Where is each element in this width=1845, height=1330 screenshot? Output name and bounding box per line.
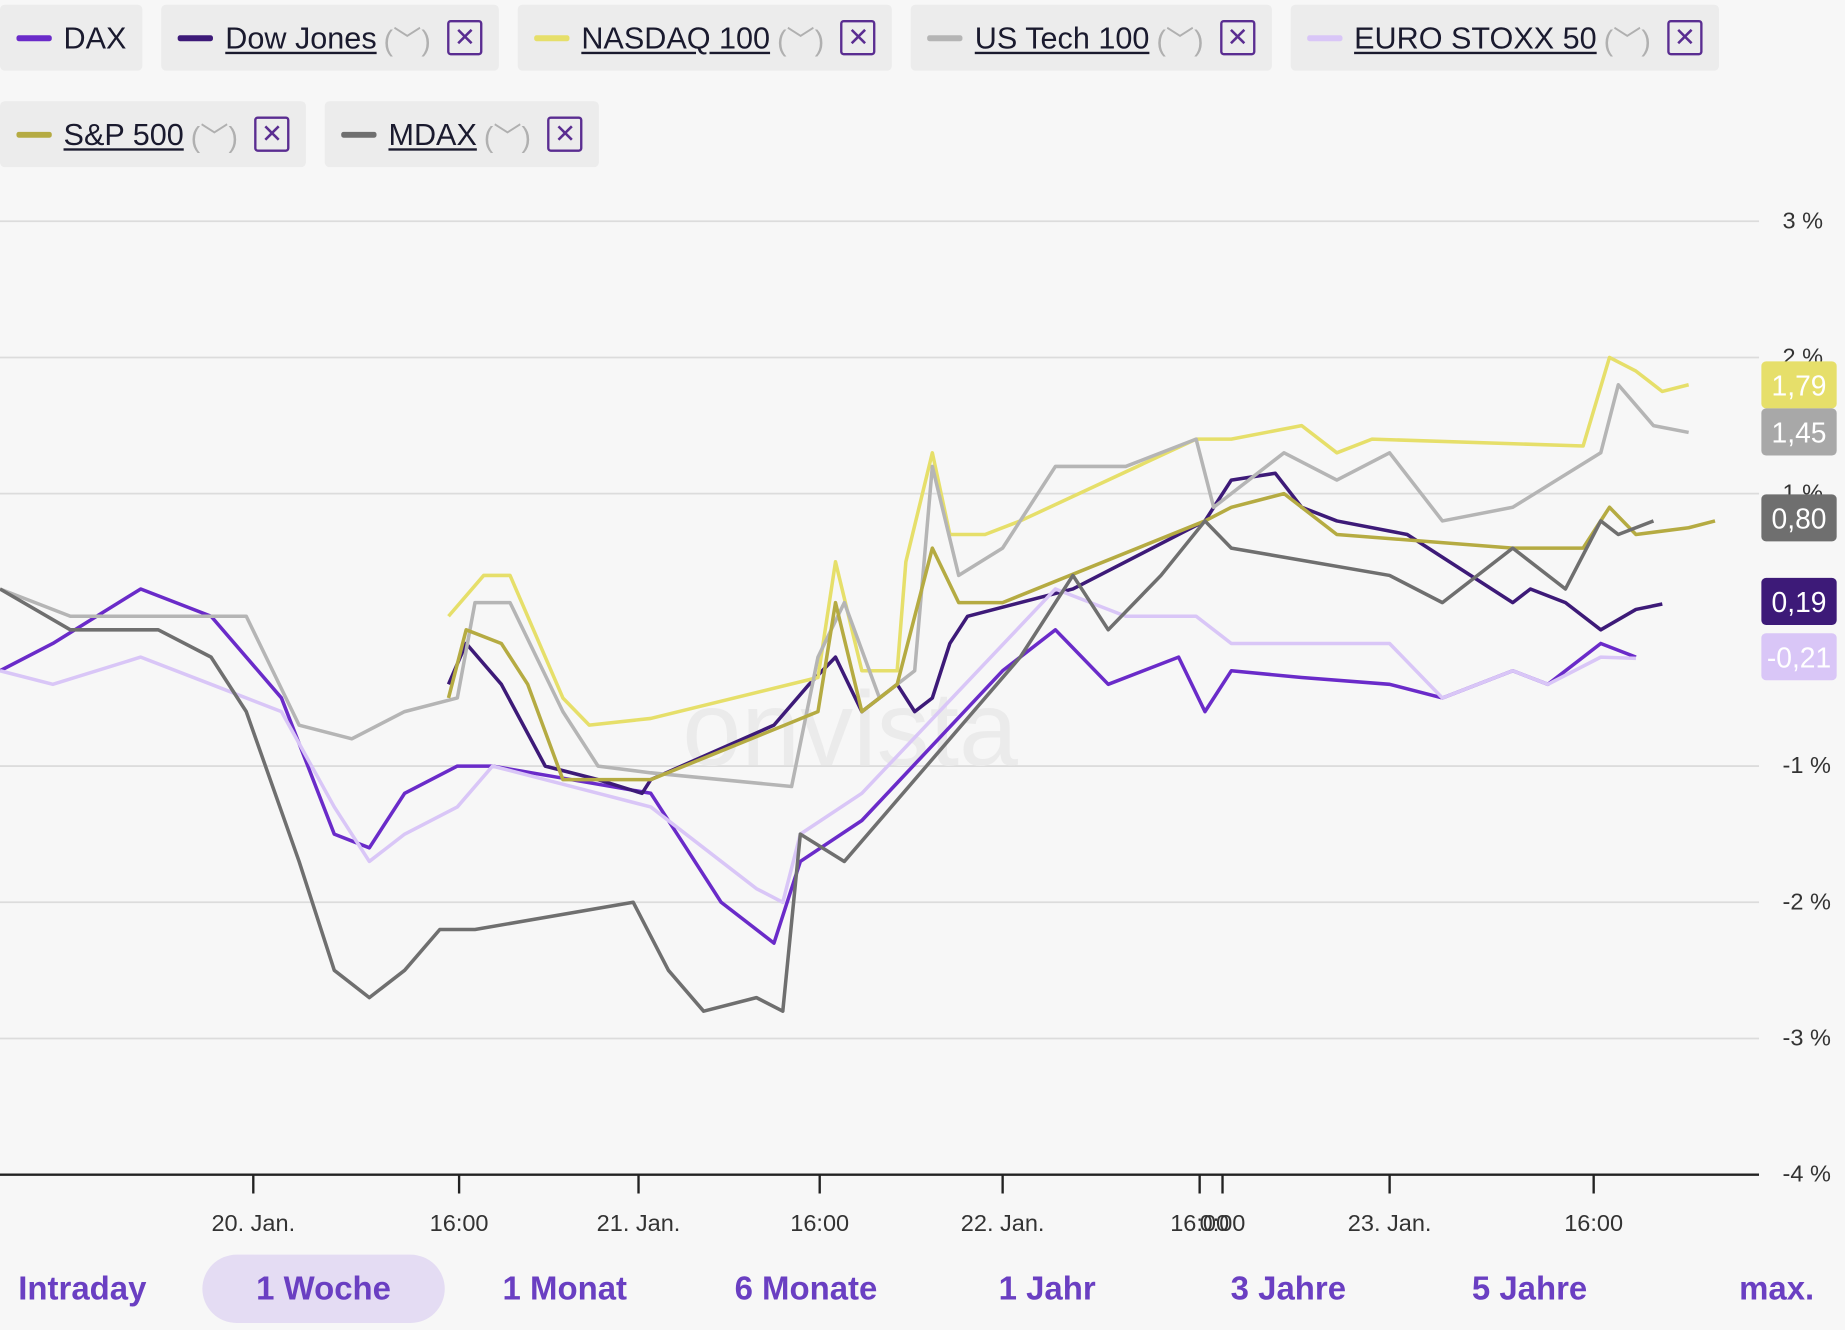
x-tick-label: 16:00	[1170, 1210, 1229, 1236]
end-value-label: 1,79	[1772, 369, 1827, 401]
legend-chip-euro-stoxx-50[interactable]: EURO STOXX 50 (﹀) ✕	[1290, 4, 1720, 71]
legend-label[interactable]: Dow Jones	[225, 19, 377, 55]
chevron-down-icon[interactable]: (﹀)	[383, 25, 431, 58]
legend-swatch	[534, 34, 570, 41]
legend-chip-dax[interactable]: DAX	[0, 4, 143, 71]
chevron-down-icon[interactable]: (﹀)	[483, 121, 531, 154]
time-range-tabs: Intraday 1 Woche 1 Monat 6 Monate 1 Jahr 3 Ja…	[0, 1254, 1845, 1326]
legend-swatch	[1307, 34, 1343, 41]
tab-1-jahr[interactable]: 1 Jahr	[998, 1269, 1096, 1307]
y-axis: 3 %2 %1 %-1 %-2 %-3 %-4 %	[1783, 207, 1831, 1186]
x-tick-label: 16:00	[790, 1210, 849, 1236]
y-tick-label: -2 %	[1783, 888, 1831, 914]
x-tick-label: 0:00	[1200, 1210, 1246, 1236]
legend-label[interactable]: US Tech 100	[974, 19, 1150, 55]
close-icon[interactable]: ✕	[547, 116, 583, 152]
y-tick-label: -1 %	[1783, 752, 1831, 778]
x-tick-label: 23. Jan.	[1348, 1210, 1432, 1236]
chevron-down-icon[interactable]: (﹀)	[1603, 25, 1651, 58]
legend-label[interactable]: NASDAQ 100	[581, 19, 771, 55]
legend-chip-mdax[interactable]: MDAX (﹀) ✕	[324, 101, 600, 168]
line-chart[interactable]: onvista 3 %2 %1 %-1 %-2 %-3 %-4 % 20. Ja…	[0, 0, 1845, 1248]
chevron-down-icon[interactable]: (﹀)	[777, 25, 825, 58]
legend-row: S&P 500 (﹀) ✕ MDAX (﹀) ✕	[0, 101, 600, 168]
end-value-badge	[1761, 494, 1837, 542]
tab-6-monate[interactable]: 6 Monate	[734, 1269, 878, 1307]
legend-chip-s-p-500[interactable]: S&P 500 (﹀) ✕	[0, 101, 307, 168]
tab-max-[interactable]: max.	[1739, 1269, 1815, 1307]
end-value-label: 0,80	[1772, 502, 1827, 534]
legend-swatch	[927, 34, 964, 41]
legend-label[interactable]: MDAX	[388, 115, 477, 152]
grid-lines	[0, 220, 1760, 1176]
x-tick-label: 22. Jan.	[961, 1210, 1045, 1236]
tab-5-jahre[interactable]: 5 Jahre	[1471, 1269, 1588, 1307]
legend-row: DAX Dow Jones (﹀) ✕ NASDAQ 100 (﹀) ✕ US Tech 10…	[0, 4, 1720, 71]
chevron-down-icon[interactable]: (﹀)	[1156, 25, 1204, 58]
legend-chip-dow-jones[interactable]: Dow Jones (﹀) ✕	[161, 4, 499, 71]
close-icon[interactable]: ✕	[840, 20, 876, 56]
legend-label: DAX	[63, 19, 127, 55]
legend-chip-nasdaq-100[interactable]: NASDAQ 100 (﹀) ✕	[517, 4, 893, 71]
series-line-euro-stoxx-50	[0, 587, 1637, 905]
series-line-nasdaq-100	[447, 355, 1690, 727]
series-line-s-p-500	[446, 491, 1716, 782]
y-tick-label: 3 %	[1783, 207, 1824, 233]
tab-intraday[interactable]: Intraday	[18, 1269, 147, 1307]
x-axis: 20. Jan. 16:00 21. Jan. 16:00 22. Jan. 16:000…	[211, 1174, 1623, 1236]
x-tick-label: 16:00	[1564, 1210, 1623, 1236]
tab-3-jahre[interactable]: 3 Jahre	[1230, 1269, 1347, 1307]
tab-1-monat[interactable]: 1 Monat	[502, 1269, 627, 1307]
end-value-badge	[1761, 577, 1837, 625]
end-value-badge	[1761, 361, 1837, 409]
end-value-labels: 1,79 1,45 0,80 0,19 -0,21	[1761, 361, 1837, 681]
close-icon[interactable]: ✕	[254, 116, 290, 152]
x-tick-label: 16:00	[430, 1210, 489, 1236]
series-lines	[0, 355, 1716, 1013]
legend-label[interactable]: EURO STOXX 50	[1354, 19, 1597, 55]
y-tick-label: -4 %	[1783, 1161, 1831, 1187]
legend-swatch	[178, 34, 214, 41]
close-icon[interactable]: ✕	[1667, 20, 1703, 56]
x-tick-label: 20. Jan.	[211, 1210, 295, 1236]
legend-chip-us-tech-100[interactable]: US Tech 100 (﹀) ✕	[911, 4, 1272, 71]
x-tick-label: 21. Jan.	[597, 1210, 681, 1236]
end-value-badge	[1761, 633, 1837, 681]
y-tick-label: -3 %	[1783, 1025, 1831, 1051]
legend-label[interactable]: S&P 500	[63, 115, 184, 152]
legend-swatch	[341, 131, 377, 138]
legend-swatch	[16, 34, 52, 41]
end-value-label: -0,21	[1767, 641, 1831, 673]
end-value-badge	[1761, 408, 1837, 456]
end-value-label: 0,19	[1772, 586, 1827, 618]
series-line-dow-jones	[446, 471, 1663, 796]
series-line-dax	[0, 587, 1637, 945]
close-icon[interactable]: ✕	[447, 20, 483, 56]
close-icon[interactable]: ✕	[1219, 20, 1256, 56]
chevron-down-icon[interactable]: (﹀)	[190, 121, 238, 154]
series-line-mdax	[0, 519, 1655, 1013]
tab-1-woche[interactable]: 1 Woche	[202, 1254, 445, 1323]
end-value-label: 1,45	[1772, 417, 1827, 449]
legend-swatch	[16, 131, 52, 138]
